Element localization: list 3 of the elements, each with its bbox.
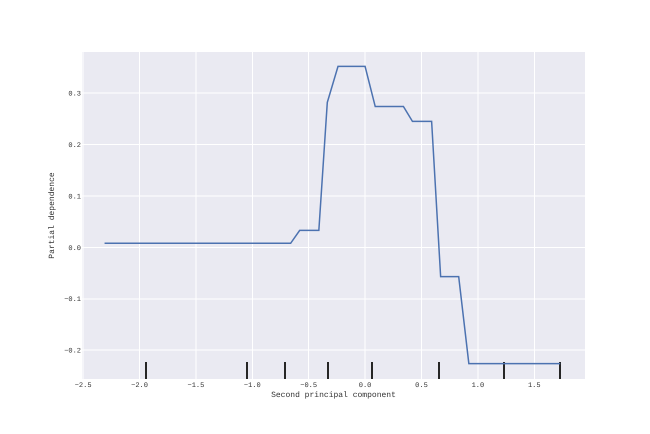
y-axis-title: Partial dependence bbox=[48, 172, 57, 259]
line-series bbox=[104, 66, 561, 364]
x-axis-title: Second principal component bbox=[271, 391, 396, 400]
